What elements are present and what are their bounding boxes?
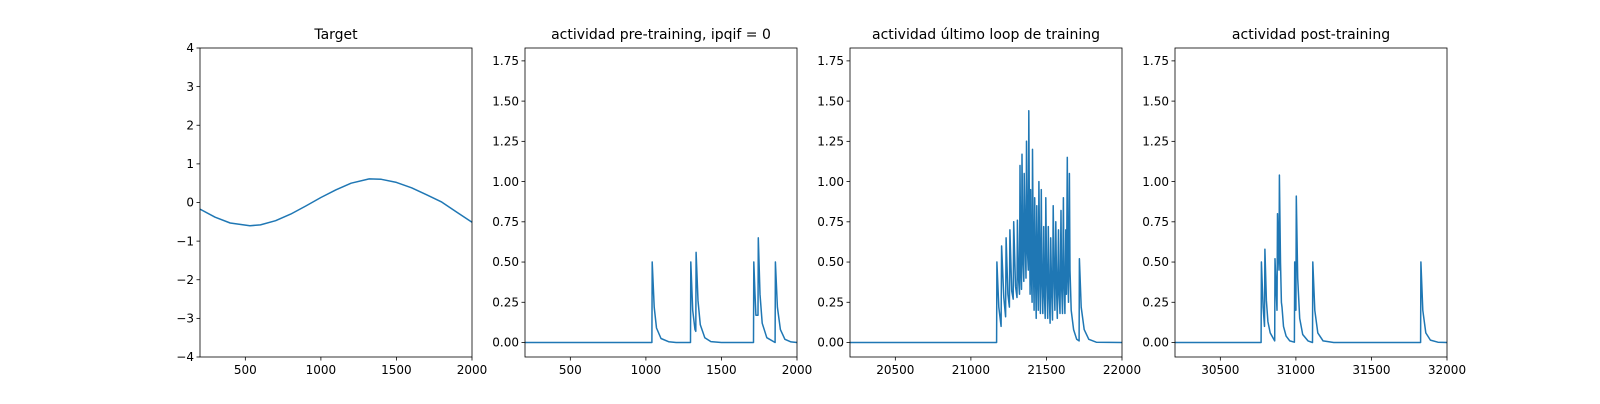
x-tick-label: 500 xyxy=(234,363,257,377)
y-tick-label: 1.25 xyxy=(817,135,844,149)
x-tick-label: 500 xyxy=(559,363,582,377)
y-tick-label: −2 xyxy=(176,273,194,287)
y-tick-label: 1.00 xyxy=(1142,175,1169,189)
y-tick-label: 0.00 xyxy=(492,336,519,350)
y-tick-label: −3 xyxy=(176,312,194,326)
y-tick-label: 0.50 xyxy=(817,255,844,269)
y-tick-label: 0.25 xyxy=(492,295,519,309)
y-tick-label: 1 xyxy=(186,157,194,171)
y-tick-label: 1.75 xyxy=(492,54,519,68)
y-tick-label: 1.00 xyxy=(817,175,844,189)
y-tick-label: 1.25 xyxy=(492,135,519,149)
y-tick-label: 1.50 xyxy=(1142,94,1169,108)
x-tick-label: 22000 xyxy=(1103,363,1141,377)
panel-title: actividad último loop de training xyxy=(872,27,1100,43)
panel-title: Target xyxy=(313,27,358,43)
y-tick-label: 0.75 xyxy=(817,215,844,229)
y-tick-label: 4 xyxy=(186,41,194,55)
y-tick-label: −4 xyxy=(176,350,194,364)
y-tick-label: 1.00 xyxy=(492,175,519,189)
y-tick-label: 2 xyxy=(186,118,194,132)
y-tick-label: 0.25 xyxy=(1142,295,1169,309)
x-tick-label: 1500 xyxy=(706,363,737,377)
plot-area-frame xyxy=(199,47,473,358)
y-tick-label: 1.25 xyxy=(1142,135,1169,149)
x-tick-label: 1000 xyxy=(306,363,337,377)
y-tick-label: 3 xyxy=(186,80,194,94)
chart-panel-3: 20500 21000 21500 22000 0.00 0.25 0.50 0.75 1.00… xyxy=(817,27,1141,377)
series-line-2-1 xyxy=(525,237,798,344)
y-tick-label: 1.50 xyxy=(492,94,519,108)
series-line-4-1 xyxy=(1175,174,1448,344)
panel-title: actividad pre-training, ipqif = 0 xyxy=(551,27,771,43)
y-tick-label: 0 xyxy=(186,196,194,210)
chart-panel-4: 30500 31000 31500 32000 0.00 0.25 0.50 0.75 1.00… xyxy=(1142,27,1466,377)
x-tick-label: 21500 xyxy=(1027,363,1065,377)
y-tick-label: 1.50 xyxy=(817,94,844,108)
y-tick-label: −1 xyxy=(176,234,194,248)
x-tick-label: 30500 xyxy=(1201,363,1239,377)
plot-area-frame xyxy=(1174,47,1448,358)
y-tick-label: 1.75 xyxy=(1142,54,1169,68)
x-tick-label: 2000 xyxy=(782,363,813,377)
x-tick-label: 1000 xyxy=(631,363,662,377)
x-tick-label: 20500 xyxy=(876,363,914,377)
plot-area-frame xyxy=(524,47,798,358)
x-tick-label: 2000 xyxy=(457,363,488,377)
y-tick-label: 0.75 xyxy=(492,215,519,229)
plot-area-frame xyxy=(849,47,1123,358)
x-tick-label: 1500 xyxy=(381,363,412,377)
series-line-1-1 xyxy=(199,178,473,227)
x-tick-label: 32000 xyxy=(1428,363,1466,377)
y-tick-label: 0.25 xyxy=(817,295,844,309)
y-tick-label: 0.00 xyxy=(1142,336,1169,350)
y-tick-label: 0.50 xyxy=(1142,255,1169,269)
y-tick-label: 0.50 xyxy=(492,255,519,269)
y-tick-label: 0.75 xyxy=(1142,215,1169,229)
x-tick-label: 31000 xyxy=(1277,363,1315,377)
chart-panel-2: 500 1000 1500 2000 0.00 0.25 0.50 0.75 1.00 1.25 1… xyxy=(492,27,812,377)
x-tick-label: 31500 xyxy=(1352,363,1390,377)
panel-title: actividad post-training xyxy=(1232,27,1390,43)
y-tick-label: 1.75 xyxy=(817,54,844,68)
y-tick-label: 0.00 xyxy=(817,336,844,350)
series-line-3-1 xyxy=(850,110,1123,344)
x-tick-label: 21000 xyxy=(952,363,990,377)
chart-panel-1: 500 1000 1500 2000 −4 −3 −2 −1 0 1 2 3 4 Target xyxy=(176,27,487,377)
